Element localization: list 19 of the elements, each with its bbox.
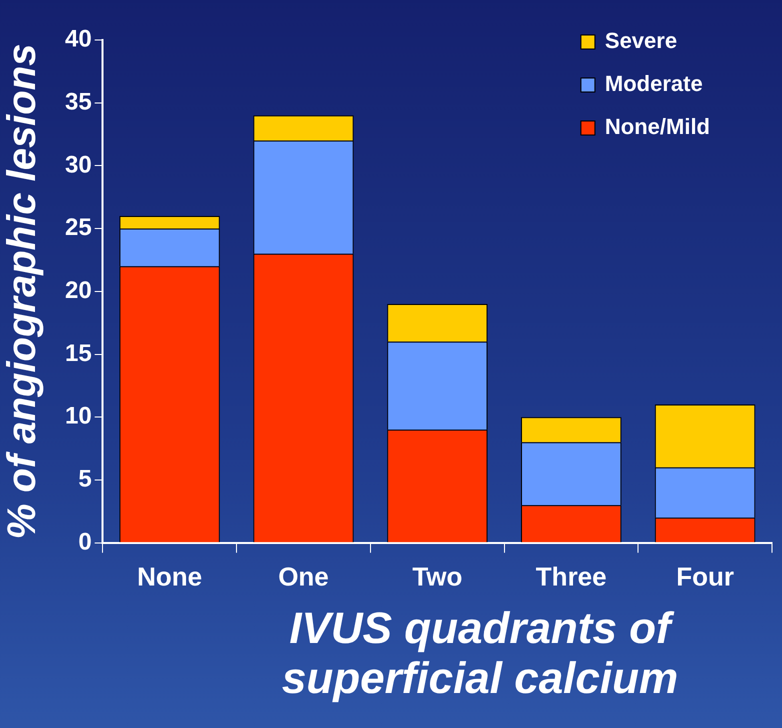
- y-tick-label: 0: [78, 528, 92, 556]
- y-tick-label: 40: [64, 26, 92, 53]
- y-tick-label: 5: [78, 466, 92, 493]
- y-tick-label: 15: [64, 340, 92, 367]
- x-tick-label: One: [278, 562, 329, 592]
- y-tick-label: 25: [64, 214, 92, 242]
- y-tick-label: 30: [64, 151, 92, 178]
- x-tick-label: Three: [536, 562, 607, 592]
- x-tick-label: Four: [676, 562, 734, 592]
- x-axis-title: IVUS quadrants of superficial calcium: [280, 604, 680, 704]
- y-tick-label: 35: [64, 88, 92, 116]
- legend-label: Severe: [604, 28, 678, 54]
- legend-label: None/Mild: [604, 114, 710, 140]
- x-tick-label: None: [137, 562, 202, 592]
- y-tick-label: 20: [64, 277, 92, 304]
- legend-label: Moderate: [604, 71, 703, 96]
- y-axis-title: % of angiographic lesions: [0, 44, 44, 540]
- y-tick-label: 10: [64, 402, 92, 430]
- x-tick-label: Two: [412, 562, 462, 592]
